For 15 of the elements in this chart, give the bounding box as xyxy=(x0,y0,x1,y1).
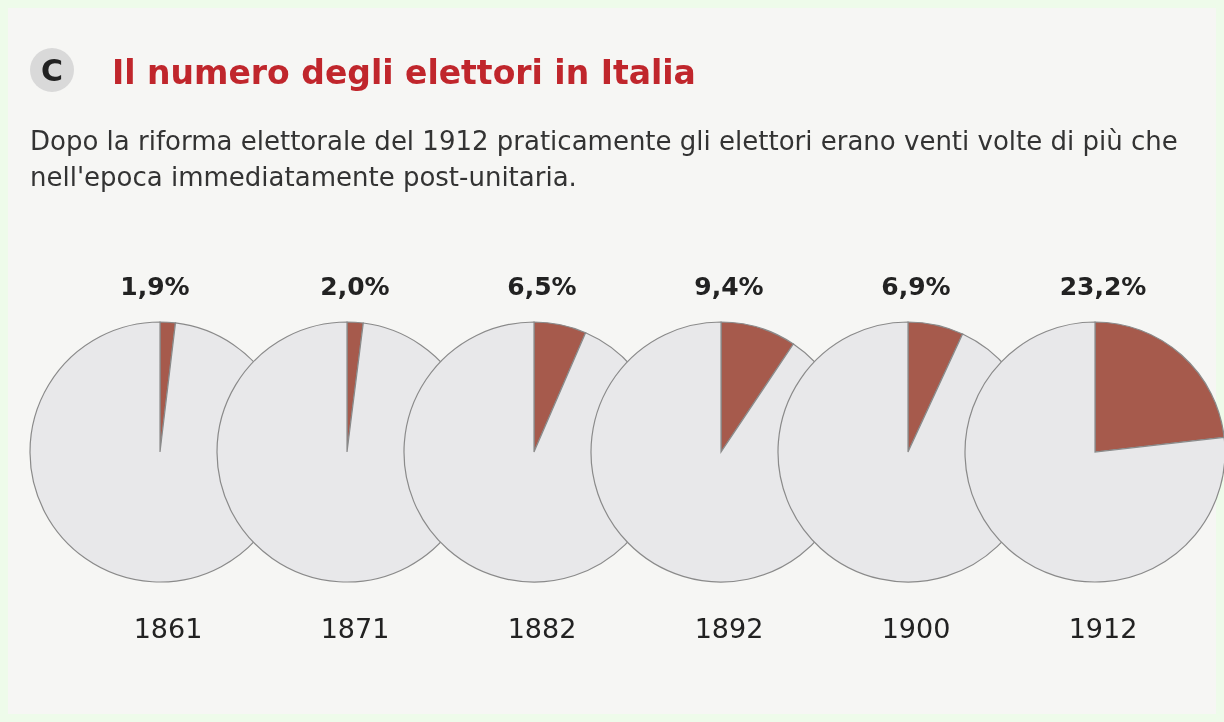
text: 1892 xyxy=(694,613,764,644)
text: 1861 xyxy=(133,613,203,644)
text: Il numero degli elettori in Italia xyxy=(112,53,696,92)
data-label: 2,0% xyxy=(320,272,390,301)
text: C xyxy=(40,53,64,88)
text: 1912 xyxy=(1068,613,1138,644)
text: Dopo la riforma elettorale del 1912 praticamente gli elettori erano venti volte di più che nell'epoca immediatamente post-unitaria. xyxy=(30,126,1178,192)
data-label: 9,4% xyxy=(694,272,764,301)
data-label: 6,5% xyxy=(507,272,577,301)
data-label: 23,2% xyxy=(1059,272,1147,301)
text: 1871 xyxy=(320,613,390,644)
text: 1882 xyxy=(507,613,577,644)
data-label: 1,9% xyxy=(120,272,190,301)
data-label: 6,9% xyxy=(881,272,951,301)
text: 1900 xyxy=(881,613,951,644)
